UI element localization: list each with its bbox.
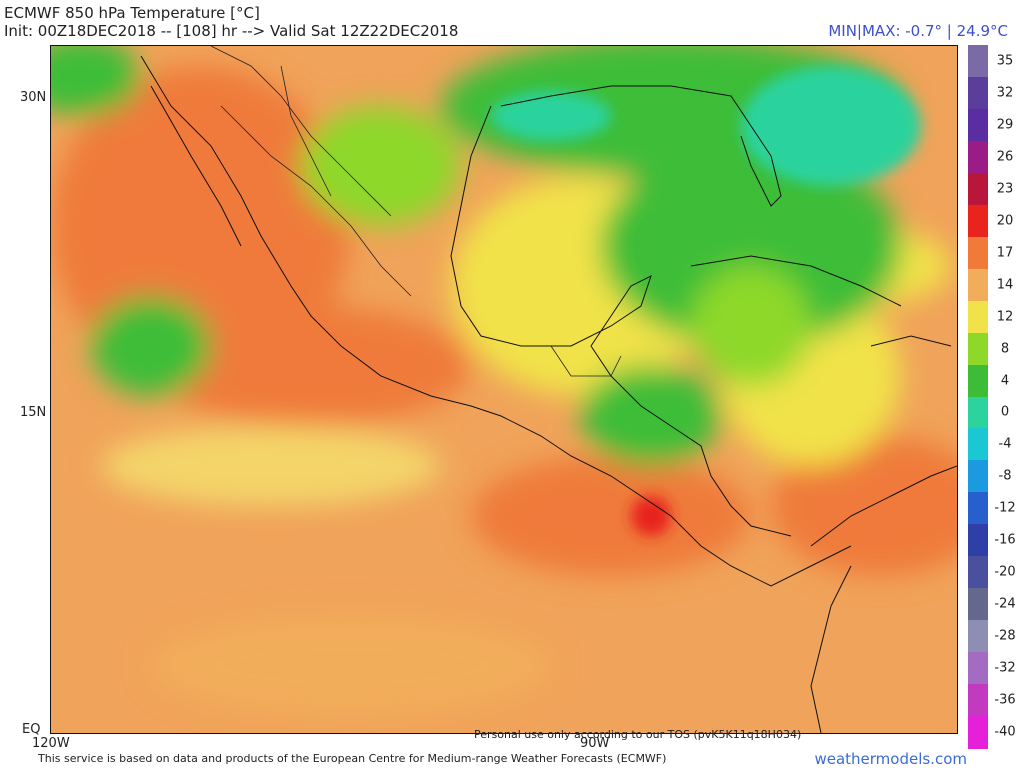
- central-pacific-hot: [471, 456, 751, 576]
- mexico-state-lines-2: [220, 105, 412, 297]
- map-subtitle: Init: 00Z18DEC2018 -- [108] hr --> Valid…: [4, 22, 459, 40]
- costa-rica-hot: [631, 496, 671, 536]
- northwest-green: [51, 46, 141, 116]
- coastlines: [140, 46, 957, 733]
- cuba-coast: [690, 255, 902, 307]
- colorbar-segment: [968, 140, 988, 174]
- lat-label-30n: 30N: [20, 90, 47, 105]
- colorbar-segment: [968, 300, 988, 334]
- colorbar-segment: [968, 396, 988, 430]
- central-america-green: [581, 366, 721, 466]
- colorbar-labels: 35 32 29 26 23 20 17 14 12 8 4 0 -4 -8 -12 -16 -20 -24 -28…: [990, 45, 1024, 748]
- colorbar-label: 8: [1000, 341, 1010, 357]
- colorbar-label: 26: [996, 149, 1014, 165]
- colorbar-segment: [968, 428, 988, 462]
- pacific-hot-band: [151, 306, 471, 426]
- colorbar-label: -28: [994, 628, 1016, 644]
- colorbar-segment: [968, 172, 988, 206]
- colorbar-segment: [968, 556, 988, 590]
- minmax-readout: MIN|MAX: -0.7° | 24.9°C: [828, 22, 1008, 40]
- pacific-green-patch: [91, 296, 211, 396]
- hispaniola-coast: [870, 335, 952, 347]
- colorbar-label: 0: [1000, 404, 1010, 420]
- colorbar-label: -8: [998, 468, 1012, 484]
- colorbar-label: 20: [996, 213, 1014, 229]
- mexico-lightgreen: [301, 106, 461, 226]
- colorbar-segment: [968, 236, 988, 270]
- temperature-field: [51, 46, 957, 733]
- gulf-coastline: [450, 105, 792, 537]
- colorbar-segment: [968, 652, 988, 686]
- colorbar-label: -32: [994, 660, 1016, 676]
- colorbar-segment: [968, 460, 988, 494]
- colorbar-label: 12: [996, 309, 1014, 325]
- colombia-coast: [810, 565, 852, 733]
- caribbean-green: [601, 146, 901, 346]
- colorbar-label: 17: [996, 245, 1014, 261]
- colorbar-segment: [968, 332, 988, 366]
- colorbar-segment: [968, 268, 988, 302]
- yucatan-lightgreen: [691, 266, 811, 386]
- colorbar-label: 4: [1000, 373, 1010, 389]
- colorbar-segment: [968, 684, 988, 718]
- colorbar-label: 35: [996, 53, 1014, 69]
- colorbar-segment: [968, 588, 988, 622]
- colorbar-segment: [968, 492, 988, 526]
- southern-warm: [151, 616, 551, 716]
- lat-label-15n: 15N: [20, 405, 47, 420]
- lon-label-120w: 120W: [32, 736, 70, 751]
- us-gulf-coast: [500, 85, 782, 207]
- colorbar-label: 14: [996, 277, 1014, 293]
- map-title: ECMWF 850 hPa Temperature [°C]: [4, 4, 260, 22]
- texas-cyan: [491, 91, 611, 141]
- colorbar-segment: [968, 364, 988, 398]
- pacific-coastline: [140, 55, 852, 587]
- baja-california-coast: [150, 85, 242, 247]
- brand-link[interactable]: weathermodels.com: [814, 750, 967, 768]
- colorbar-segment: [968, 108, 988, 142]
- colorbar-label: -16: [994, 532, 1016, 548]
- colorbar-segment: [968, 45, 988, 78]
- temperature-map[interactable]: [50, 45, 958, 734]
- central-america-borders: [550, 345, 622, 377]
- pacific-yellow-band: [101, 426, 441, 506]
- mexico-state-lines: [210, 46, 392, 217]
- colorbar-segment: [968, 716, 988, 749]
- colorbar-segment: [968, 620, 988, 654]
- colorbar-label: 29: [996, 117, 1014, 133]
- lat-label-eq: EQ: [22, 722, 41, 737]
- colorbar-label: -4: [998, 436, 1012, 452]
- colorbar-label: -36: [994, 692, 1016, 708]
- lon-label-90w: 90W: [580, 736, 610, 751]
- colorbar-label: -20: [994, 564, 1016, 580]
- colorbar: [968, 45, 988, 749]
- south-america-coast: [810, 465, 957, 547]
- colorbar-label: -24: [994, 596, 1016, 612]
- tos-notice: Personal use only according to our TOS (…: [474, 728, 802, 741]
- ecmwf-credit: This service is based on data and produc…: [38, 752, 667, 765]
- colorbar-segment: [968, 76, 988, 110]
- colorbar-label: 23: [996, 181, 1014, 197]
- colorbar-label: 32: [996, 85, 1014, 101]
- mexico-state-lines-3: [280, 65, 332, 197]
- colorbar-segment: [968, 524, 988, 558]
- colorbar-segment: [968, 204, 988, 238]
- florida-cyan: [741, 66, 921, 186]
- colorbar-label: -40: [994, 724, 1016, 740]
- colorbar-label: -12: [994, 500, 1016, 516]
